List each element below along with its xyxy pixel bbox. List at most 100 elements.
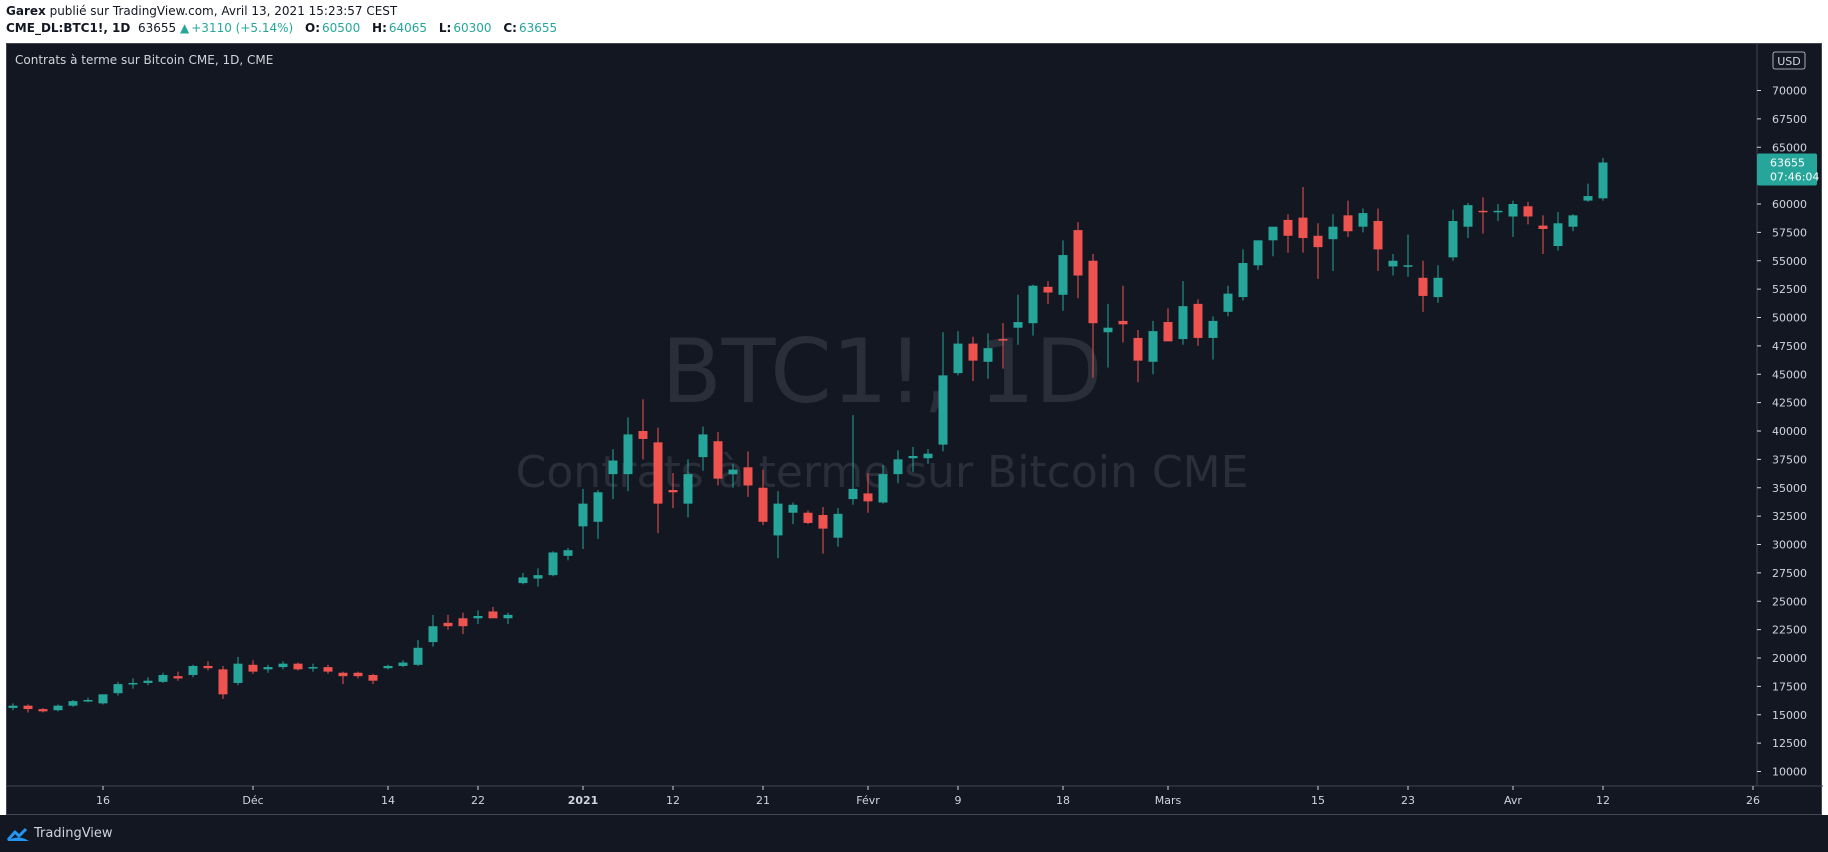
candle: [698, 426, 708, 471]
candle-body: [638, 431, 648, 439]
candlestick-chart[interactable]: BTC1!, 1D Contrats à terme sur Bitcoin C…: [7, 44, 1823, 816]
time-axis[interactable]: 16 Déc 14 22 2021 12 21 Févr 9 18 Mars 15 23 Avr 12 26: [7, 785, 1823, 807]
candle: [533, 568, 543, 587]
time-tick-label: 23: [1401, 794, 1415, 807]
time-tick-label: 16: [96, 794, 110, 807]
candle: [1013, 294, 1023, 345]
candle-body: [1193, 303, 1203, 338]
candle-body: [443, 622, 453, 627]
candle: [1193, 299, 1203, 346]
candle: [953, 331, 963, 376]
candle-body: [1523, 206, 1533, 217]
price-tick-label: 25000: [1772, 595, 1807, 608]
candle-body: [1358, 213, 1368, 227]
price-tick-label: 45000: [1772, 368, 1807, 381]
candle-body: [503, 614, 513, 619]
price-tick-label: 40000: [1772, 425, 1807, 438]
candle-body: [1583, 196, 1593, 201]
candle: [128, 678, 138, 689]
candle-body: [1508, 204, 1518, 217]
price-tick-label: 22500: [1772, 624, 1807, 637]
candle-body: [713, 441, 723, 479]
candle: [848, 415, 858, 505]
chart-panel[interactable]: BTC1!, 1D Contrats à terme sur Bitcoin C…: [6, 43, 1823, 816]
price-tick-label: 20000: [1772, 652, 1807, 665]
candle: [263, 664, 273, 673]
price-tick-label: 12500: [1772, 737, 1807, 750]
candle: [863, 472, 873, 513]
candle: [998, 323, 1008, 369]
time-tick-label: Févr: [856, 794, 880, 807]
candle-body: [773, 503, 783, 536]
candle-body: [68, 701, 78, 706]
price-tick-label: 47500: [1772, 340, 1807, 353]
candle-body: [668, 490, 678, 493]
candle-body: [818, 514, 828, 529]
candle: [308, 663, 318, 672]
candle: [338, 671, 348, 685]
candle: [1403, 234, 1413, 277]
candle: [1163, 308, 1173, 342]
price-tick-label: 57500: [1772, 226, 1807, 239]
candle-body: [113, 684, 123, 694]
author-name[interactable]: Garex: [6, 4, 46, 18]
tradingview-brand[interactable]: TradingView: [34, 826, 113, 841]
low-value: 60300: [453, 21, 492, 35]
price-tick-label: 42500: [1772, 397, 1807, 410]
candle: [1583, 183, 1593, 202]
last-price-label: 63655: [1770, 157, 1805, 170]
price-tick-label: 70000: [1772, 85, 1807, 98]
candle-body: [698, 434, 708, 458]
candle: [1598, 157, 1608, 201]
candle-body: [1118, 320, 1128, 325]
candle: [1028, 284, 1038, 336]
open-label: O:: [305, 21, 321, 35]
close-label: C:: [503, 21, 517, 35]
candle: [623, 417, 633, 492]
candle-body: [1103, 327, 1113, 333]
candle-body: [1568, 215, 1578, 227]
price-tick-label: 30000: [1772, 539, 1807, 552]
candle-body: [983, 348, 993, 362]
candle-body: [308, 667, 318, 669]
candle: [293, 662, 303, 671]
price-axis[interactable]: 10000 12500 15000 17500 20000 22500 25000 27500…: [1756, 44, 1807, 786]
candle: [23, 704, 33, 713]
candle-body: [1313, 235, 1323, 248]
candle-body: [998, 339, 1008, 341]
series-legend-title[interactable]: Contrats à terme sur Bitcoin CME, 1D, CM…: [15, 53, 274, 67]
candle: [1253, 240, 1263, 270]
candle-body: [473, 616, 483, 619]
candle-body: [143, 680, 153, 683]
candle: [368, 673, 378, 685]
candle-body: [1283, 219, 1293, 236]
candle: [1373, 208, 1383, 271]
candle: [1283, 214, 1293, 253]
candle-body: [1553, 223, 1563, 246]
candle-body: [1418, 277, 1428, 296]
candle: [833, 508, 843, 547]
candle-body: [428, 626, 438, 643]
candle-body: [1403, 265, 1413, 267]
candle: [53, 704, 63, 712]
time-tick-label: 21: [756, 794, 770, 807]
time-tick-label: 9: [955, 794, 962, 807]
candle: [743, 451, 753, 497]
candle-body: [623, 434, 633, 475]
tradingview-logo-icon[interactable]: [6, 826, 30, 844]
symbol-label: CME_DL:BTC1!, 1D: [6, 21, 131, 35]
candle: [1223, 285, 1233, 317]
last-price: 63655: [138, 21, 177, 35]
publication-header: Garex publié sur TradingView.com, Avril …: [0, 0, 1828, 42]
bar-countdown: 07:46:04: [1770, 171, 1819, 184]
candle-body: [1463, 205, 1473, 227]
candle: [278, 661, 288, 670]
candle-body: [233, 663, 243, 683]
candle: [1148, 320, 1158, 375]
candle: [1523, 201, 1533, 225]
watermark: BTC1!, 1D Contrats à terme sur Bitcoin C…: [516, 320, 1249, 498]
watermark-symbol: BTC1!, 1D: [661, 320, 1102, 423]
candle-body: [653, 442, 663, 504]
candle-body: [293, 663, 303, 670]
candle-body: [788, 504, 798, 513]
